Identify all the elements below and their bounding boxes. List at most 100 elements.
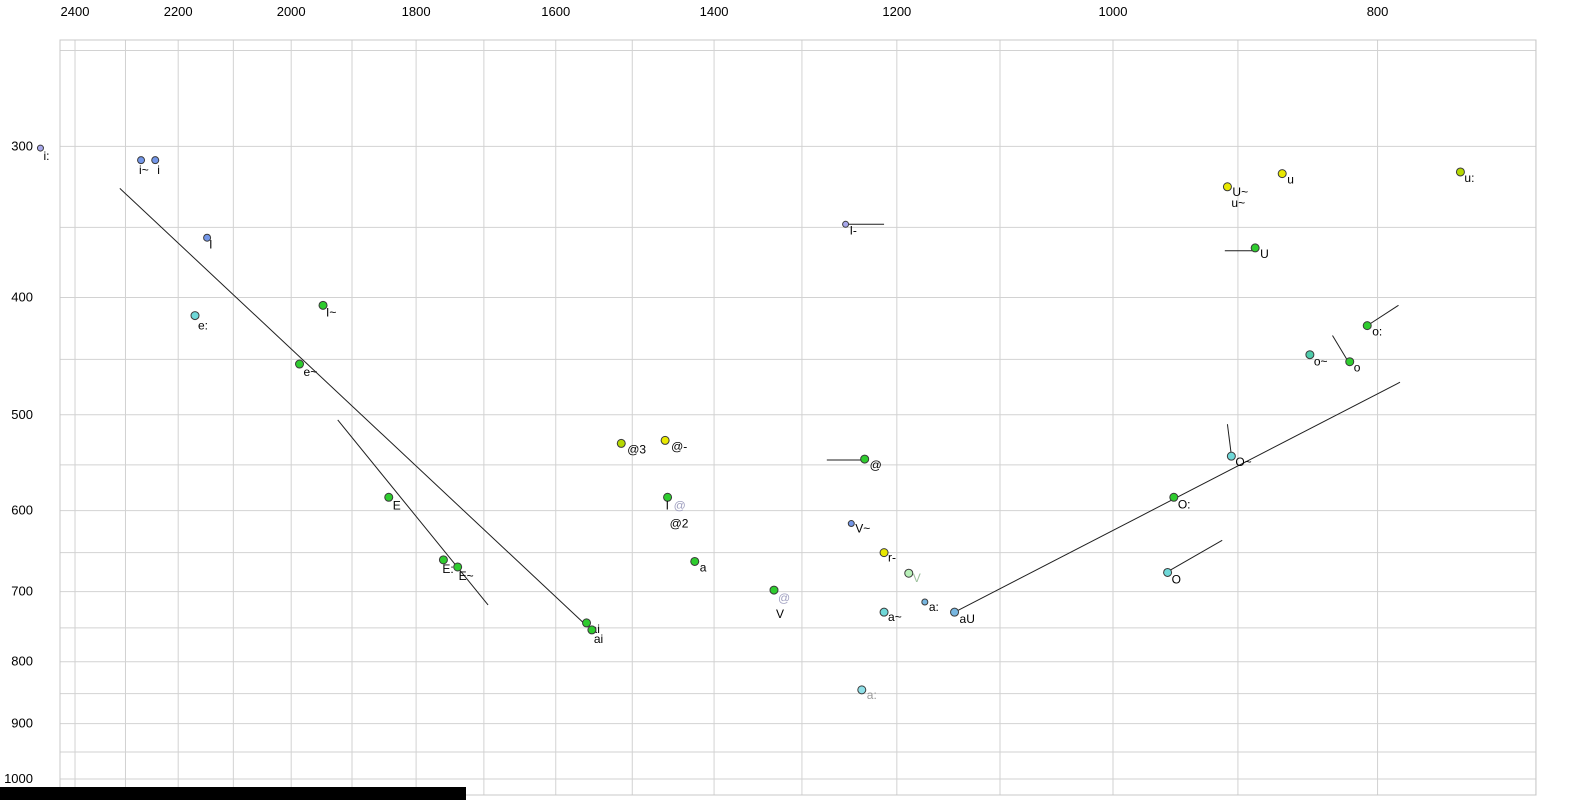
tail-O <box>1167 539 1223 573</box>
vowel-label-e:: e: <box>198 319 208 333</box>
y-axis-tick-900: 900 <box>11 716 33 731</box>
vowel-label-a:: a: <box>867 688 877 702</box>
vowel-label-aU: aU <box>960 612 975 626</box>
vowel-point-ai-2[interactable] <box>587 625 597 635</box>
vowel-point-a~[interactable] <box>879 607 889 617</box>
vowel-label-V: V <box>913 571 921 585</box>
vowel-label-@: @ <box>778 591 790 605</box>
vowel-point-aU[interactable] <box>950 607 960 617</box>
vowel-point-@-[interactable] <box>660 435 670 445</box>
plot-frame <box>59 39 1537 796</box>
vowel-point-u:[interactable] <box>1455 167 1465 177</box>
vowel-point-U~[interactable] <box>1222 182 1232 192</box>
vowel-point-i:[interactable] <box>36 144 44 152</box>
vowel-point-E:[interactable] <box>438 555 448 565</box>
y-axis-tick-500: 500 <box>11 407 33 422</box>
vowel-label-u~: u~ <box>1231 196 1245 210</box>
vowel-label-o: o <box>1354 361 1361 375</box>
bottom-bar <box>0 787 466 800</box>
tail-o <box>1332 335 1349 362</box>
vowel-point-i~[interactable] <box>137 156 146 165</box>
vowel-label-i~: i~ <box>139 163 149 177</box>
x-axis-tick-1400: 1400 <box>700 4 729 19</box>
vowel-point-e:[interactable] <box>190 311 200 321</box>
vowel-point-U[interactable] <box>1250 243 1260 253</box>
vowel-label-@: @ <box>870 458 882 472</box>
x-axis-tick-800: 800 <box>1367 4 1389 19</box>
y-axis-tick-700: 700 <box>11 584 33 599</box>
y-axis-tick-600: 600 <box>11 503 33 518</box>
x-axis-tick-1200: 1200 <box>882 4 911 19</box>
y-axis-tick-1000: 1000 <box>4 771 33 786</box>
vowel-point-ai[interactable] <box>582 618 592 628</box>
vowel-point-a:-2[interactable] <box>857 685 867 695</box>
vowel-label-I: I <box>666 498 669 512</box>
vowel-point-@2[interactable] <box>663 492 673 502</box>
vowel-point-@[interactable] <box>860 454 870 464</box>
y-axis-tick-300: 300 <box>11 138 33 153</box>
x-axis-tick-2200: 2200 <box>164 4 193 19</box>
tail-O-nasal <box>1226 424 1232 456</box>
vowel-point-o~[interactable] <box>1305 350 1315 360</box>
vowel-label-a: a <box>700 560 707 574</box>
vowel-point-E[interactable] <box>384 492 394 502</box>
vowel-point-V-pale[interactable] <box>904 568 914 578</box>
vowel-label-O~: O~ <box>1235 455 1251 469</box>
x-axis-tick-2000: 2000 <box>277 4 306 19</box>
vowel-point-@3[interactable] <box>616 438 626 448</box>
vowel-label-I: I <box>209 238 212 252</box>
x-axis-tick-1800: 1800 <box>402 4 431 19</box>
vowel-point-I~[interactable] <box>318 300 328 310</box>
vowel-point-I-[interactable] <box>842 220 850 228</box>
vowel-point-E~[interactable] <box>453 562 463 572</box>
vowel-label-a:: a: <box>929 600 939 614</box>
vowel-label-E:: E: <box>442 562 453 576</box>
vowel-point-O:[interactable] <box>1169 492 1179 502</box>
vowel-label-V~: V~ <box>855 522 870 536</box>
vowel-point-O~[interactable] <box>1226 451 1236 461</box>
vowel-point-i[interactable] <box>151 156 160 165</box>
vowel-label-I~: I~ <box>326 305 336 319</box>
vowel-label-u: u <box>1287 173 1294 187</box>
vowel-label-@2: @2 <box>670 516 689 530</box>
trajectory-E-short <box>337 419 489 606</box>
vowel-point-O[interactable] <box>1163 567 1173 577</box>
x-axis-tick-2400: 2400 <box>61 4 90 19</box>
vowel-point-V[interactable] <box>769 585 779 595</box>
vowel-point-V~[interactable] <box>847 520 855 528</box>
vowel-label-E~: E~ <box>459 569 474 583</box>
vowel-label-V: V <box>776 607 784 621</box>
vowel-label-@: @ <box>674 498 686 512</box>
tail-o-long <box>1366 304 1399 327</box>
vowel-point-r-[interactable] <box>879 548 889 558</box>
vowel-label-O: O <box>1172 572 1181 586</box>
vowel-label-u:: u: <box>1464 171 1474 185</box>
vowel-label-@3: @3 <box>627 442 646 456</box>
vowel-label-E: E <box>393 498 401 512</box>
vowel-point-o:[interactable] <box>1362 321 1372 331</box>
vowel-point-I[interactable] <box>203 233 212 242</box>
vowel-label-ai: ai <box>594 632 603 646</box>
vowel-label-U: U <box>1260 247 1269 261</box>
vowel-label-r-: r- <box>888 551 896 565</box>
vowel-label-a~: a~ <box>888 610 902 624</box>
vowel-label-e~: e~ <box>304 365 318 379</box>
x-axis-tick-1600: 1600 <box>541 4 570 19</box>
vowel-point-a[interactable] <box>690 556 700 566</box>
vowel-label-o~: o~ <box>1314 355 1328 369</box>
x-axis-tick-1000: 1000 <box>1099 4 1128 19</box>
vowel-point-o[interactable] <box>1345 357 1355 367</box>
vowel-label-@-: @- <box>671 439 687 453</box>
trajectory-ai-long <box>119 188 589 628</box>
y-axis-tick-400: 400 <box>11 289 33 304</box>
vowel-point-u[interactable] <box>1277 169 1287 179</box>
vowel-label-I-: I- <box>850 223 857 237</box>
vowel-point-a:[interactable] <box>921 598 929 606</box>
vowel-point-e~[interactable] <box>295 359 305 369</box>
vowel-label-i:: i: <box>43 149 49 163</box>
vowel-label-o:: o: <box>1372 325 1382 339</box>
vowel-label-i: i <box>157 163 160 177</box>
y-axis-tick-800: 800 <box>11 654 33 669</box>
